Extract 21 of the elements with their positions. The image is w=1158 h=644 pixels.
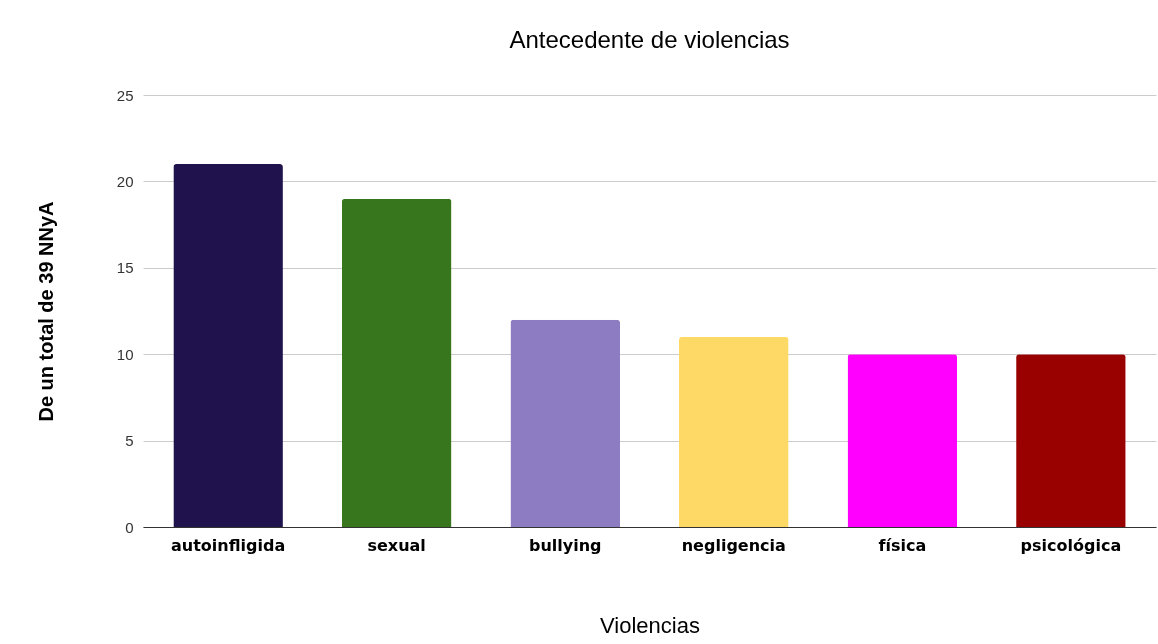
bar (1016, 354, 1126, 527)
y-tick-label: 10 (116, 345, 134, 363)
bar (847, 354, 958, 527)
chart-title: Antecedente de violencias (509, 26, 790, 53)
x-tick-label: sexual (367, 535, 426, 555)
x-tick-label: autoinfligida (171, 535, 286, 555)
y-tick-label: 20 (116, 172, 134, 190)
x-tick-label: psicológica (1020, 535, 1122, 555)
x-tick-label: negligencia (681, 535, 786, 555)
y-tick-label: 5 (125, 432, 134, 450)
y-tick-label: 25 (116, 86, 134, 104)
y-axis-title: De un total de 39 NNyA (34, 201, 57, 422)
x-tick-label: física (878, 535, 927, 555)
x-tick-label: bullying (528, 535, 602, 555)
y-tick-label: 15 (116, 259, 134, 277)
bar (341, 198, 452, 527)
y-tick-label: 0 (125, 518, 134, 536)
bar (510, 319, 620, 527)
bar (679, 336, 789, 527)
x-axis-title: Violencias (600, 612, 700, 638)
bar (173, 164, 283, 527)
